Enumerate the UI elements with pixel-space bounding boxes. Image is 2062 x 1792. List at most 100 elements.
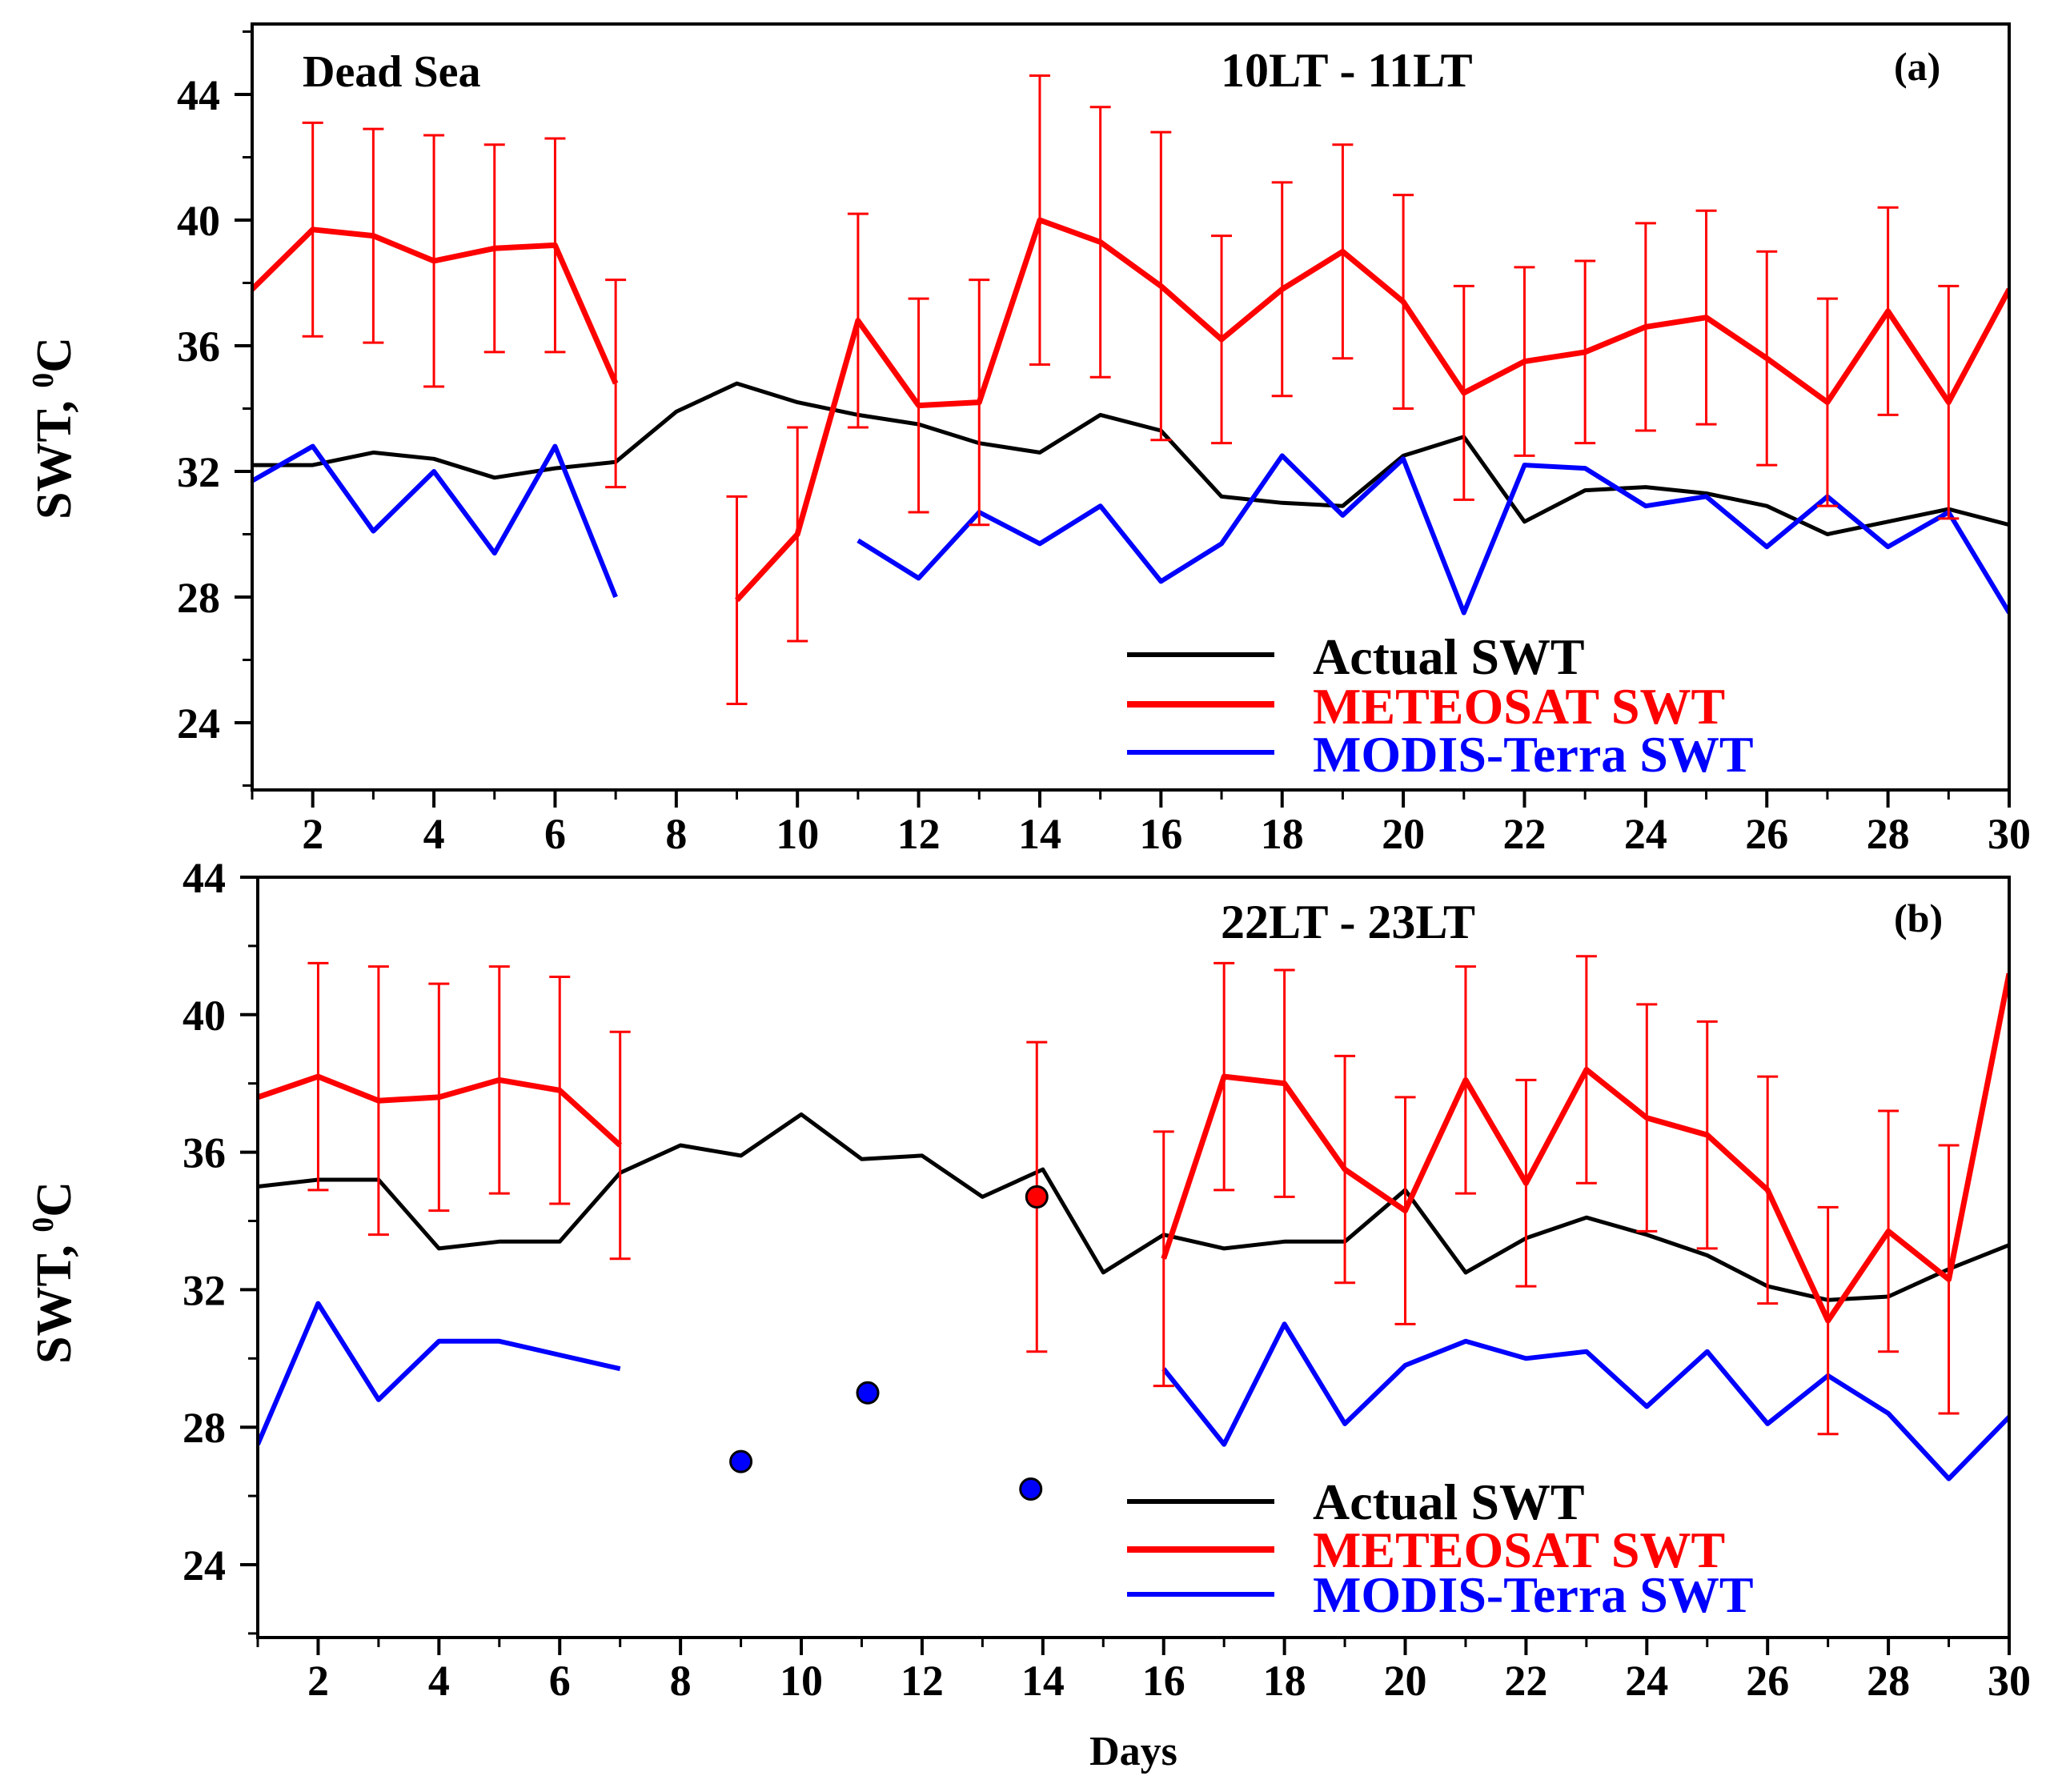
panel-b-legend-label-modis: MODIS-Terra SWT (1313, 1566, 1754, 1623)
panel-b-x-tick-label: 16 (1142, 1657, 1185, 1705)
panel-b-time-label: 22LT - 23LT (1221, 896, 1475, 948)
panel-b-x-tick-label: 8 (670, 1657, 692, 1705)
panel-a-site-label: Dead Sea (303, 47, 480, 97)
panel-a-y-tick-label: 40 (177, 197, 220, 245)
panel-a-error-bar (1635, 222, 1656, 432)
panel-b-point-marker (856, 1381, 880, 1405)
panel-a-error-bar (1393, 194, 1414, 410)
panel-a-error-bar (1271, 181, 1293, 398)
panel-b-x-tick-label: 24 (1625, 1657, 1668, 1705)
panel-b-x-tick-label: 2 (307, 1657, 329, 1705)
panel-a-x-tick-label: 10 (776, 810, 819, 858)
panel-b-point-marker (1025, 1185, 1049, 1209)
panel-a-error-bar (908, 297, 929, 514)
panel-a-error-bar (1756, 250, 1778, 467)
panel-a-error-bar (969, 279, 990, 527)
panel-a-error-bar (726, 495, 748, 705)
panel-b-panel-label: (b) (1894, 896, 1943, 940)
panel-b-y-tick-label: 28 (183, 1404, 226, 1452)
panel-a-error-bar (423, 134, 445, 388)
panel-b-error-bar (1153, 1130, 1174, 1388)
panel-b-error-bar (1696, 1020, 1718, 1250)
panel-b-error-bar (1636, 1003, 1658, 1233)
panel-b-series-modis-terra-swt-line (258, 1301, 621, 1445)
panel-b-error-bar (1757, 1075, 1779, 1305)
panel-a-x-tick-label: 28 (1867, 810, 1910, 858)
panel-b-x-tick-label: 26 (1746, 1657, 1789, 1705)
panel-b-error-bar (428, 982, 450, 1213)
panel-b-error-bar (367, 965, 389, 1237)
panel-a-x-axis: 2 4 6 8 10 12 14 16 18 20 22 24 26 28 30 (251, 790, 2031, 858)
panel-a-legend-label-modis: MODIS-Terra SWT (1313, 726, 1754, 783)
panel-b-series-actual-swt-line (258, 1112, 2009, 1302)
panel-a-series-modis-terra-swt-line (252, 443, 618, 599)
panel-b-legend-label-actual: Actual SWT (1313, 1473, 1585, 1530)
panel-b-error-bar (1334, 1054, 1356, 1285)
panel-b-legend: Actual SWT METEOSAT SWT MODIS-Terra SWT (1127, 1473, 1754, 1623)
panel-a-error-bar (605, 279, 627, 489)
panel-a-y-tick-label: 44 (177, 71, 220, 119)
panel-a-x-tick-label: 4 (423, 810, 445, 858)
panel-a-panel-label: (a) (1894, 44, 1940, 89)
panel-b-y-axis-title-main: SWT, (27, 1233, 82, 1364)
panel-a-y-axis-title: SWT, 0C (26, 337, 82, 519)
panel-a-error-bar (787, 426, 808, 643)
panel-b-point-marker (1019, 1477, 1043, 1501)
panel-a-x-tick-label: 18 (1261, 810, 1304, 858)
panel-a-error-bar (363, 127, 384, 344)
panel-a-error-bar (1877, 206, 1899, 416)
panel-b-x-tick-label: 4 (428, 1657, 450, 1705)
panel-a-series-actual-swt-line (252, 381, 2009, 536)
panel-b-error-bar (1274, 968, 1295, 1198)
panel-b-error-bar (307, 961, 329, 1192)
panel-a-error-bar (302, 121, 323, 338)
panel-b-y-tick-label: 32 (183, 1266, 226, 1314)
panel-b-x-axis: 2 4 6 8 10 12 14 16 18 20 22 24 26 28 30 (256, 1638, 2031, 1705)
panel-b-y-axis-title-degree: 0 (26, 1217, 60, 1233)
panel-b-point-marker (729, 1449, 753, 1473)
panel-b-y-tick-label: 40 (183, 992, 226, 1040)
panel-b-error-bar (549, 976, 571, 1205)
panel-a-x-tick-label: 24 (1624, 810, 1667, 858)
panel-a-error-bar (1453, 284, 1474, 501)
panel-a-x-tick-label: 30 (1988, 810, 2031, 858)
panel-b-x-tick-label: 6 (549, 1657, 571, 1705)
panel-b-error-bar (488, 965, 510, 1195)
panel-a-y-axis: 24 28 32 36 40 44 (177, 30, 252, 787)
panel-a-y-axis-title-unit: C (27, 337, 82, 373)
panel-b-y-tick-label: 44 (183, 854, 226, 902)
panel-b-error-bar (1394, 1096, 1416, 1325)
panel-b-error-bar (1938, 1144, 1960, 1415)
panel-a-x-tick-label: 22 (1502, 810, 1546, 858)
panel-b-error-bar (1214, 961, 1235, 1192)
panel-b-series-modis-terra-swt-line (1161, 1321, 2009, 1481)
panel-b-y-axis-title-unit: C (27, 1181, 82, 1217)
panel-a-error-bar (1938, 284, 1960, 520)
panel-b-x-axis-title: Days (1089, 1729, 1177, 1774)
panel-a-y-tick-label: 24 (177, 700, 220, 748)
panel-b-x-tick-label: 20 (1384, 1657, 1427, 1705)
panel-a-y-tick-label: 36 (177, 323, 220, 371)
panel-a-y-tick-label: 28 (177, 574, 220, 622)
panel-a-x-tick-label: 6 (544, 810, 566, 858)
panel-a-x-tick-label: 12 (897, 810, 941, 858)
panel-a-error-bar (1150, 130, 1172, 442)
panel-b-plot-area (258, 955, 2009, 1501)
panel-b-x-tick-label: 10 (780, 1657, 823, 1705)
panel-a-y-axis-title-degree: 0 (26, 373, 60, 388)
panel-a-legend: Actual SWT METEOSAT SWT MODIS-Terra SWT (1127, 628, 1754, 783)
panel-b-error-bar (1515, 1078, 1537, 1288)
panel-a-error-bar (1332, 143, 1354, 360)
panel-b-error-bar (1817, 1205, 1839, 1436)
panel-b-x-tick-label: 30 (1988, 1657, 2031, 1705)
panel-a-x-tick-label: 2 (302, 810, 323, 858)
panel-b-error-bar (1878, 1109, 1900, 1353)
panel-b-error-bar (1575, 955, 1597, 1185)
panel-a-series-meteosat-swt-line (734, 217, 2009, 603)
panel-b-error-bar (1454, 965, 1476, 1195)
panel-a-plot-frame (251, 22, 2011, 792)
panel-b-x-tick-label: 22 (1504, 1657, 1547, 1705)
panel-a-y-tick-label: 32 (177, 448, 220, 496)
